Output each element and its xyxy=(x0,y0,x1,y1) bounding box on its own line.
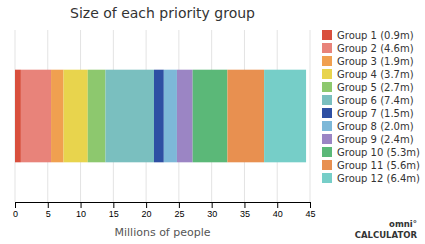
legend-swatch xyxy=(322,108,332,118)
legend-item: Group 12 (6.4m) xyxy=(322,173,420,184)
legend-label: Group 11 (5.6m) xyxy=(337,160,420,171)
legend-item: Group 1 (0.9m) xyxy=(322,30,414,41)
tick-mark xyxy=(179,202,180,208)
legend-item: Group 9 (2.4m) xyxy=(322,134,414,145)
tick: 35 xyxy=(240,202,250,219)
tick-mark xyxy=(310,202,311,208)
annotation-line: CALCULATOR xyxy=(355,230,418,240)
legend-label: Group 5 (2.7m) xyxy=(337,82,414,93)
legend-item: Group 3 (1.9m) xyxy=(322,56,414,67)
grid xyxy=(15,30,310,202)
bar-segment xyxy=(227,70,264,163)
legend-label: Group 1 (0.9m) xyxy=(337,30,414,41)
axis-line xyxy=(16,203,311,209)
tick-mark xyxy=(15,202,16,208)
bar-segment xyxy=(51,70,63,163)
bar-segment xyxy=(21,70,51,163)
legend-swatch xyxy=(322,147,332,157)
legend-swatch xyxy=(322,30,332,40)
tick: 20 xyxy=(142,202,152,219)
legend-label: Group 7 (1.5m) xyxy=(337,108,414,119)
bar-segment xyxy=(177,70,193,163)
grid-line xyxy=(310,30,311,202)
bar-segment xyxy=(154,70,164,163)
bar-segment xyxy=(193,70,228,163)
tick-mark xyxy=(212,202,213,208)
legend-item: Group 5 (2.7m) xyxy=(322,82,414,93)
legend-swatch xyxy=(322,160,332,170)
tick: 40 xyxy=(273,202,283,219)
legend: Group 1 (0.9m) Group 2 (4.6m) Group 3 (1.9… xyxy=(322,30,420,184)
tick-label: 0 xyxy=(13,209,18,219)
legend-label: Group 9 (2.4m) xyxy=(337,134,414,145)
chart: 0 5 10 15 20 25 30 35 40 45 Size of each priority … xyxy=(0,0,425,244)
tick-label: 5 xyxy=(46,209,51,219)
legend-label: Group 3 (1.9m) xyxy=(337,56,414,67)
bar-segment xyxy=(64,70,88,163)
tick-mark xyxy=(48,202,49,208)
legend-swatch xyxy=(322,82,332,92)
tick-label: 10 xyxy=(76,209,86,219)
tick-mark xyxy=(81,202,82,208)
tick-label: 45 xyxy=(305,209,315,219)
tick: 15 xyxy=(109,202,119,219)
annotation: omni°CALCULATOR xyxy=(355,219,418,240)
bars xyxy=(15,70,306,163)
tick-mark xyxy=(244,202,245,208)
tick: 45 xyxy=(305,202,315,219)
tick: 10 xyxy=(76,202,86,219)
bar-segment xyxy=(105,70,154,163)
tick: 5 xyxy=(46,202,51,219)
x-axis: 0 5 10 15 20 25 30 35 40 45 xyxy=(13,202,316,219)
legend-swatch xyxy=(322,69,332,79)
tick: 30 xyxy=(207,202,217,219)
legend-swatch xyxy=(322,56,332,66)
tick-mark xyxy=(113,202,114,208)
tick-label: 40 xyxy=(273,209,283,219)
legend-item: Group 2 (4.6m) xyxy=(322,43,414,54)
legend-item: Group 4 (3.7m) xyxy=(322,69,414,80)
legend-label: Group 8 (2.0m) xyxy=(337,121,414,132)
legend-item: Group 8 (2.0m) xyxy=(322,121,414,132)
bar-segment xyxy=(164,70,177,163)
legend-label: Group 10 (5.3m) xyxy=(337,147,420,158)
legend-item: Group 6 (7.4m) xyxy=(322,95,414,106)
tick-mark xyxy=(277,202,278,208)
tick-label: 25 xyxy=(174,209,184,219)
legend-item: Group 11 (5.6m) xyxy=(322,160,420,171)
legend-item: Group 10 (5.3m) xyxy=(322,147,420,158)
tick-label: 30 xyxy=(207,209,217,219)
tick-label: 20 xyxy=(142,209,152,219)
bar-segment xyxy=(264,70,306,163)
legend-swatch xyxy=(322,95,332,105)
legend-swatch xyxy=(322,134,332,144)
annotation-line: omni° xyxy=(389,219,417,229)
legend-label: Group 4 (3.7m) xyxy=(337,69,414,80)
legend-label: Group 12 (6.4m) xyxy=(337,173,420,184)
legend-swatch xyxy=(322,121,332,131)
legend-label: Group 6 (7.4m) xyxy=(337,95,414,106)
tick: 25 xyxy=(174,202,184,219)
legend-swatch xyxy=(322,173,332,183)
bar-segment xyxy=(88,70,106,163)
x-axis-title: Millions of people xyxy=(114,226,210,239)
legend-item: Group 7 (1.5m) xyxy=(322,108,414,119)
legend-label: Group 2 (4.6m) xyxy=(337,43,414,54)
tick: 0 xyxy=(13,202,18,219)
title: Size of each priority group xyxy=(70,5,255,21)
tick-label: 15 xyxy=(109,209,119,219)
tick-mark xyxy=(146,202,147,208)
tick-label: 35 xyxy=(240,209,250,219)
bar-segment xyxy=(15,70,21,163)
legend-swatch xyxy=(322,43,332,53)
